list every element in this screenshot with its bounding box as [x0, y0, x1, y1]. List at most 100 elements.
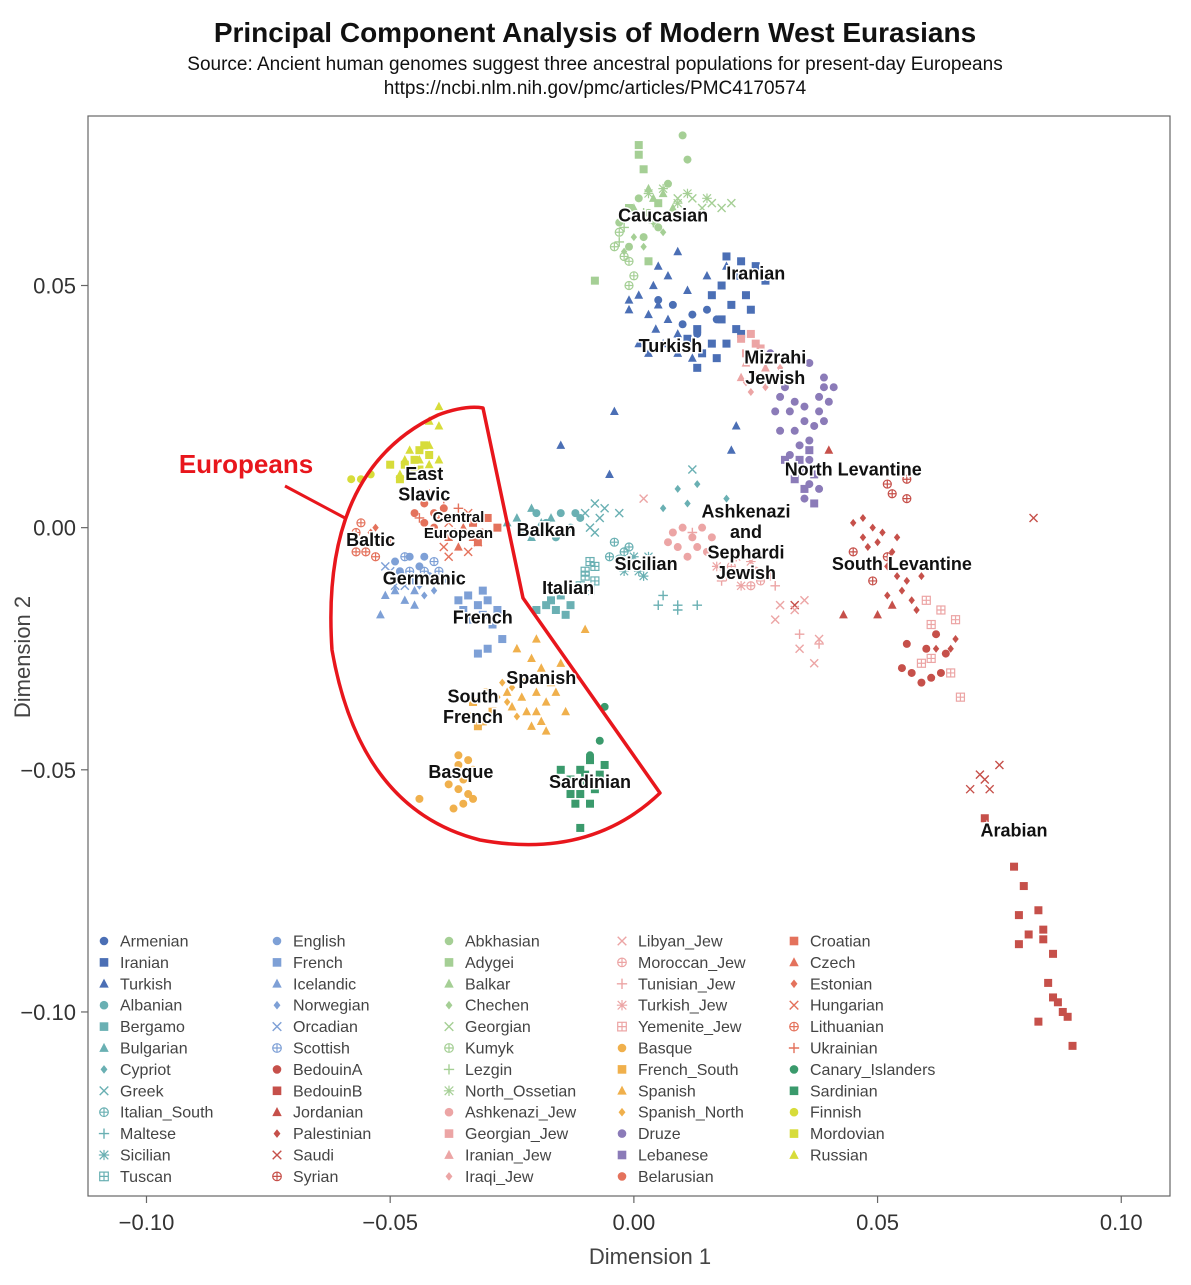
series-basque — [415, 751, 478, 813]
data-point — [732, 271, 741, 280]
data-point — [483, 644, 492, 653]
group-label: Sephardi — [707, 542, 784, 562]
data-point — [624, 295, 634, 304]
legend-item: Scottish — [272, 1041, 350, 1058]
data-point — [658, 338, 668, 348]
data-point — [727, 300, 736, 309]
legend-item: Saudi — [272, 1148, 334, 1165]
data-point — [790, 475, 799, 484]
data-point — [674, 484, 681, 493]
legend-item: Georgian_Jew — [444, 1126, 569, 1143]
data-point — [576, 790, 585, 799]
legend-item: Chechen — [445, 998, 529, 1015]
data-point — [751, 262, 760, 271]
group-label: Turkish — [639, 336, 703, 356]
legend-marker — [444, 1021, 454, 1032]
data-point — [444, 532, 454, 541]
data-point — [580, 508, 590, 518]
data-point — [751, 372, 761, 382]
data-point — [640, 242, 647, 251]
legend-marker — [272, 1171, 282, 1182]
data-point — [673, 348, 683, 357]
legend-marker — [99, 1171, 109, 1182]
data-point — [400, 460, 409, 469]
data-point — [810, 499, 819, 508]
data-point — [884, 562, 891, 571]
group-label: Central — [433, 509, 485, 526]
data-point — [391, 557, 400, 566]
data-point — [702, 271, 712, 280]
data-point — [790, 605, 800, 615]
legend-label: French_South — [638, 1062, 739, 1079]
legend-label: Saudi — [293, 1148, 334, 1165]
data-point — [517, 692, 527, 701]
data-point — [424, 488, 434, 499]
data-point — [717, 281, 726, 290]
legend-item: Abkhasian — [444, 934, 540, 951]
series-syrian — [848, 474, 912, 586]
data-point — [586, 799, 595, 808]
data-point — [546, 677, 556, 687]
legend-marker — [617, 1021, 627, 1032]
data-point — [536, 663, 546, 672]
data-point — [390, 581, 400, 591]
data-point — [726, 445, 736, 454]
series-italian-south — [604, 537, 634, 564]
data-point — [586, 756, 595, 765]
series-russian — [395, 401, 444, 478]
data-point — [980, 775, 990, 784]
data-point — [421, 591, 428, 600]
data-point — [483, 688, 492, 697]
data-point — [1044, 978, 1053, 987]
series-lezgin — [614, 208, 659, 247]
data-point — [651, 324, 661, 333]
legend-marker — [444, 1107, 454, 1117]
legend-label: Norwegian — [293, 998, 369, 1015]
data-point — [800, 402, 809, 411]
data-point — [415, 465, 424, 474]
data-point — [380, 561, 390, 571]
data-point — [653, 261, 663, 270]
legend-label: Maltese — [120, 1126, 176, 1143]
legend-item: Maltese — [98, 1126, 176, 1143]
legend-item: Sardinian — [789, 1083, 878, 1100]
data-point — [556, 658, 566, 667]
legend-item: Yemenite_Jew — [617, 1019, 742, 1036]
group-label: Jewish — [716, 563, 776, 583]
legend-label: Sardinian — [810, 1083, 878, 1100]
data-point — [469, 615, 478, 624]
data-point — [800, 494, 809, 503]
group-label: Germanic — [383, 569, 466, 589]
data-point — [1014, 911, 1023, 920]
legend-label: Cypriot — [120, 1062, 171, 1079]
data-point — [918, 572, 925, 581]
data-point — [716, 576, 727, 586]
data-point — [673, 543, 682, 552]
series-abkhasian — [615, 131, 692, 251]
data-point — [741, 291, 750, 300]
legend-label: Ashkenazi_Jew — [465, 1105, 577, 1122]
data-point — [488, 620, 497, 629]
data-point — [551, 687, 561, 696]
data-point — [362, 538, 370, 547]
data-point — [614, 227, 624, 237]
legend-item: Ashkenazi_Jew — [444, 1105, 577, 1122]
legend-item: Mordovian — [789, 1126, 885, 1143]
data-point — [556, 591, 565, 600]
data-point — [707, 339, 716, 348]
legend-label: Druze — [638, 1126, 681, 1143]
legend-item: BedouinB — [272, 1083, 362, 1100]
data-point — [638, 208, 649, 218]
data-point — [405, 445, 415, 454]
data-point — [576, 765, 585, 774]
series-iraqi-jew — [742, 363, 784, 397]
group-label: East — [405, 464, 443, 484]
data-point — [541, 697, 551, 706]
data-point — [887, 600, 897, 609]
legend-marker — [789, 1065, 799, 1074]
data-point — [463, 508, 473, 518]
data-point — [638, 571, 649, 581]
group-label: Italian — [542, 578, 594, 598]
data-point — [707, 533, 716, 542]
data-point — [702, 305, 711, 314]
